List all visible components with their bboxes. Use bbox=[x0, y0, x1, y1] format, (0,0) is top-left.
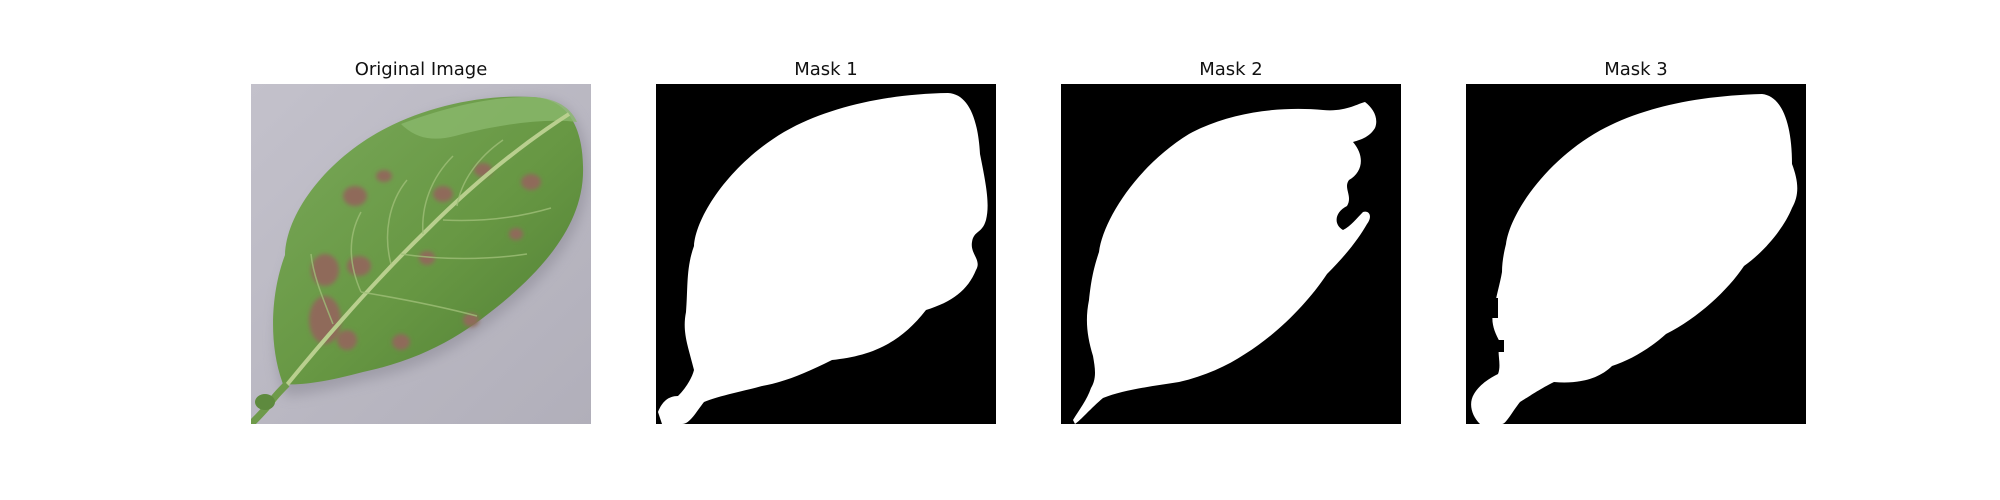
mask-3-panel: Mask 3 bbox=[1466, 56, 1806, 424]
mask-1 bbox=[656, 84, 996, 424]
mask-3-image bbox=[1466, 84, 1806, 424]
mask-3-title: Mask 3 bbox=[1604, 59, 1668, 80]
mask-1-image bbox=[656, 84, 996, 424]
mask-2-image bbox=[1061, 84, 1401, 424]
leaf-photo bbox=[251, 84, 591, 424]
mask-1-panel: Mask 1 bbox=[656, 56, 996, 424]
leaf-spots bbox=[309, 163, 541, 350]
original-image bbox=[251, 84, 591, 424]
mask-2-panel: Mask 2 bbox=[1061, 56, 1401, 424]
original-image-title: Original Image bbox=[354, 59, 488, 80]
mask-2 bbox=[1061, 84, 1401, 424]
mask-2-title: Mask 2 bbox=[1199, 59, 1263, 80]
original-image-panel: Original Image bbox=[251, 56, 591, 424]
mask-1-title: Mask 1 bbox=[794, 59, 858, 80]
mask-3 bbox=[1466, 84, 1806, 424]
